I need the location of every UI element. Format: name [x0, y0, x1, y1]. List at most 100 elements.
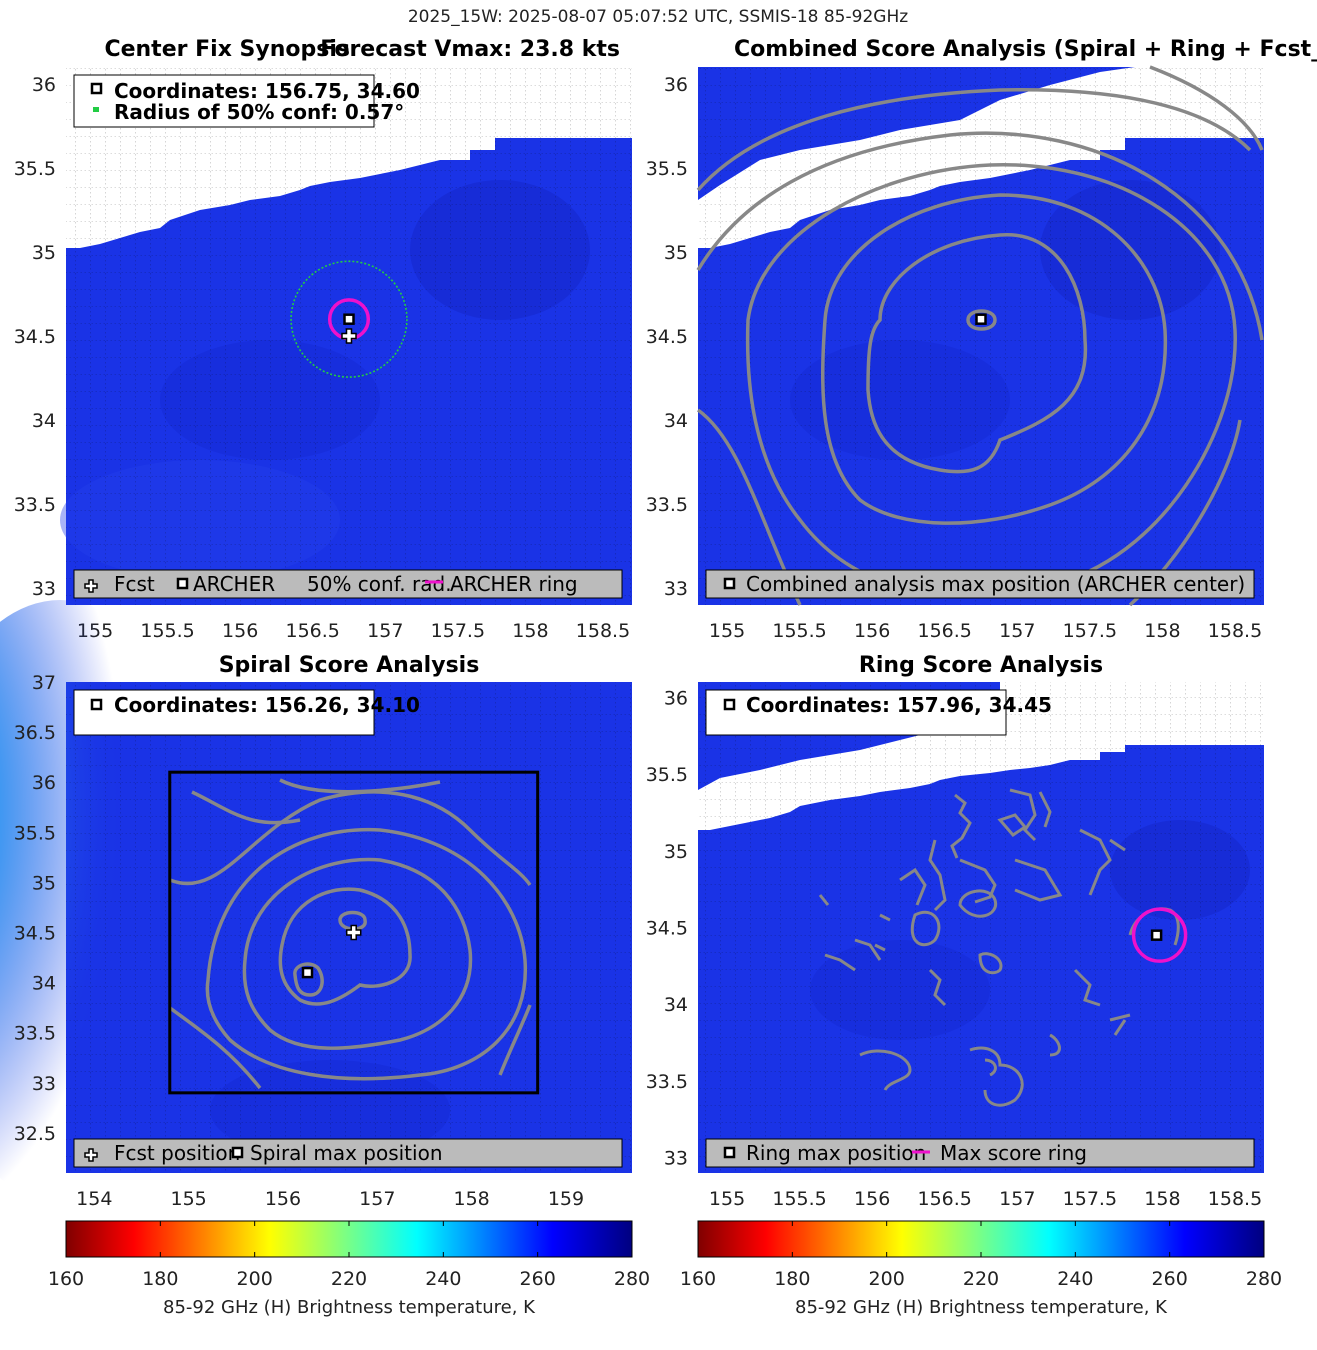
legend-box [705, 569, 1255, 599]
panel4-title: Ring Score Analysis [859, 653, 1103, 678]
legend-fcst-position: Fcst position [114, 1141, 240, 1165]
panel3-title: Spiral Score Analysis [219, 653, 480, 678]
colorbar-left: 160 180 200 220 240 260 280 85-92 GHz (H) Brig… [48, 1220, 650, 1318]
contour-line [966, 309, 997, 331]
x-tick-label: 157 [359, 1188, 395, 1210]
legend-ring-max: Ring max position [746, 1141, 926, 1165]
y-tick-label: 34.5 [14, 923, 56, 945]
colorbar-tick-label: 220 [331, 1268, 367, 1290]
colorbar-tick-label: 280 [1246, 1268, 1282, 1290]
y-tick-label: 36 [32, 772, 56, 794]
coord-marker-icon [90, 698, 103, 711]
y-tick-label: 35.5 [14, 158, 56, 180]
x-tick-label: 157.5 [1063, 620, 1117, 642]
x-tick-label: 159 [548, 1188, 584, 1210]
y-tick-label: 34 [664, 410, 688, 432]
panel-center-fix: Center Fix Synopsis Forecast Vmax: 23.8 … [14, 37, 632, 642]
x-tick-label: 156 [854, 1188, 890, 1210]
colorbar-tick-label: 180 [142, 1268, 178, 1290]
y-tick-label: 33.5 [14, 494, 56, 516]
y-tick-label: 36 [32, 74, 56, 96]
square-marker-icon [231, 1146, 244, 1159]
confidence-circle [290, 260, 408, 378]
legend-box [705, 1138, 1255, 1168]
legend-ring: ARCHER ring [450, 572, 578, 596]
square-marker-icon [723, 577, 736, 590]
legend-ring-score: Max score ring [940, 1141, 1087, 1165]
x-tick-label: 154 [76, 1188, 112, 1210]
plus-icon [84, 1148, 98, 1162]
panel1-title-right: Forecast Vmax: 23.8 kts [320, 37, 620, 62]
panel1-title-left: Center Fix Synopsis [104, 37, 350, 62]
x-tick-label: 157.5 [431, 620, 485, 642]
suptitle: 2025_15W: 2025-08-07 05:07:52 UTC, SSMIS… [408, 7, 908, 27]
y-tick-label: 33.5 [646, 494, 688, 516]
max-score-ring [1131, 907, 1188, 963]
y-tick-label: 33 [664, 1148, 688, 1170]
contour-line [1149, 65, 1264, 151]
y-tick-label: 34.5 [646, 326, 688, 348]
x-tick-label: 156 [854, 620, 890, 642]
contour-line [818, 894, 1131, 1036]
legend-combined: Combined analysis max position (ARCHER c… [746, 572, 1245, 596]
colorbar-tick-label: 200 [237, 1268, 273, 1290]
y-tick-label: 35 [664, 841, 688, 863]
colorbar-label: 85-92 GHz (H) Brightness temperature, K [795, 1297, 1168, 1318]
spiral-max-marker [301, 966, 314, 979]
legend-archer: ARCHER [193, 572, 275, 596]
x-tick-label: 156 [222, 620, 258, 642]
y-tick-label: 35.5 [646, 158, 688, 180]
x-tick-label: 158.5 [1208, 1188, 1262, 1210]
colorbar-tick-label: 280 [614, 1268, 650, 1290]
colorbar-gradient [65, 1220, 633, 1258]
panel-combined-score: Combined Score Analysis (Spiral + Ring +… [646, 37, 1317, 642]
colorbar-right: 160 180 200 220 240 260 280 85-92 GHz (H) Brig… [680, 1220, 1282, 1318]
y-tick-label: 35 [664, 242, 688, 264]
info-box [705, 689, 1007, 736]
x-tick-label: 155 [709, 1188, 745, 1210]
panel-ring-score: Ring Score Analysis Coordinates: 157.96,… [646, 653, 1264, 1210]
colorbar-tick-label: 200 [869, 1268, 905, 1290]
info-coordinates: Coordinates: 157.96, 34.45 [746, 693, 1052, 717]
colorbar-tick-label: 240 [425, 1268, 461, 1290]
colorbar-tick-label: 240 [1057, 1268, 1093, 1290]
contour-line [866, 233, 1088, 474]
legend-fcst: Fcst [114, 572, 155, 596]
y-tick-label: 35.5 [14, 822, 56, 844]
x-tick-label: 157 [999, 1188, 1035, 1210]
y-tick-label: 34 [32, 410, 56, 432]
plus-icon [84, 579, 98, 593]
x-tick-label: 155.5 [772, 1188, 826, 1210]
contour-line [278, 887, 412, 1006]
colorbar-tick-label: 160 [48, 1268, 84, 1290]
archer-marker [343, 313, 355, 325]
contour-line [696, 88, 1252, 192]
square-marker-icon [723, 1146, 736, 1159]
y-tick-label: 35 [32, 872, 56, 894]
contour-line [820, 193, 1168, 525]
score-contours [818, 788, 1180, 1107]
ring-max-marker [1150, 929, 1163, 941]
y-tick-label: 33.5 [14, 1023, 56, 1045]
x-tick-label: 158.5 [1208, 620, 1262, 642]
y-tick-label: 34 [32, 973, 56, 995]
contour-line [169, 790, 532, 887]
y-tick-label: 36.5 [14, 722, 56, 744]
x-tick-label: 158 [512, 620, 548, 642]
contour-line [168, 1004, 532, 1090]
contour-line [242, 857, 473, 1050]
y-tick-label: 33 [32, 578, 56, 600]
legend-box [73, 569, 623, 599]
info-coordinates: Coordinates: 156.26, 34.10 [114, 693, 420, 717]
contour-line [205, 827, 527, 1081]
contour-line [293, 962, 324, 997]
legend-box [73, 1138, 623, 1168]
coord-marker-icon [723, 698, 736, 711]
colorbar-label: 85-92 GHz (H) Brightness temperature, K [163, 1297, 536, 1318]
colorbar-tick-label: 260 [1152, 1268, 1188, 1290]
combined-max-marker [975, 313, 987, 325]
x-tick-label: 156.5 [918, 620, 972, 642]
x-tick-label: 156.5 [918, 1188, 972, 1210]
y-tick-label: 33 [664, 578, 688, 600]
x-tick-label: 155 [171, 1188, 207, 1210]
